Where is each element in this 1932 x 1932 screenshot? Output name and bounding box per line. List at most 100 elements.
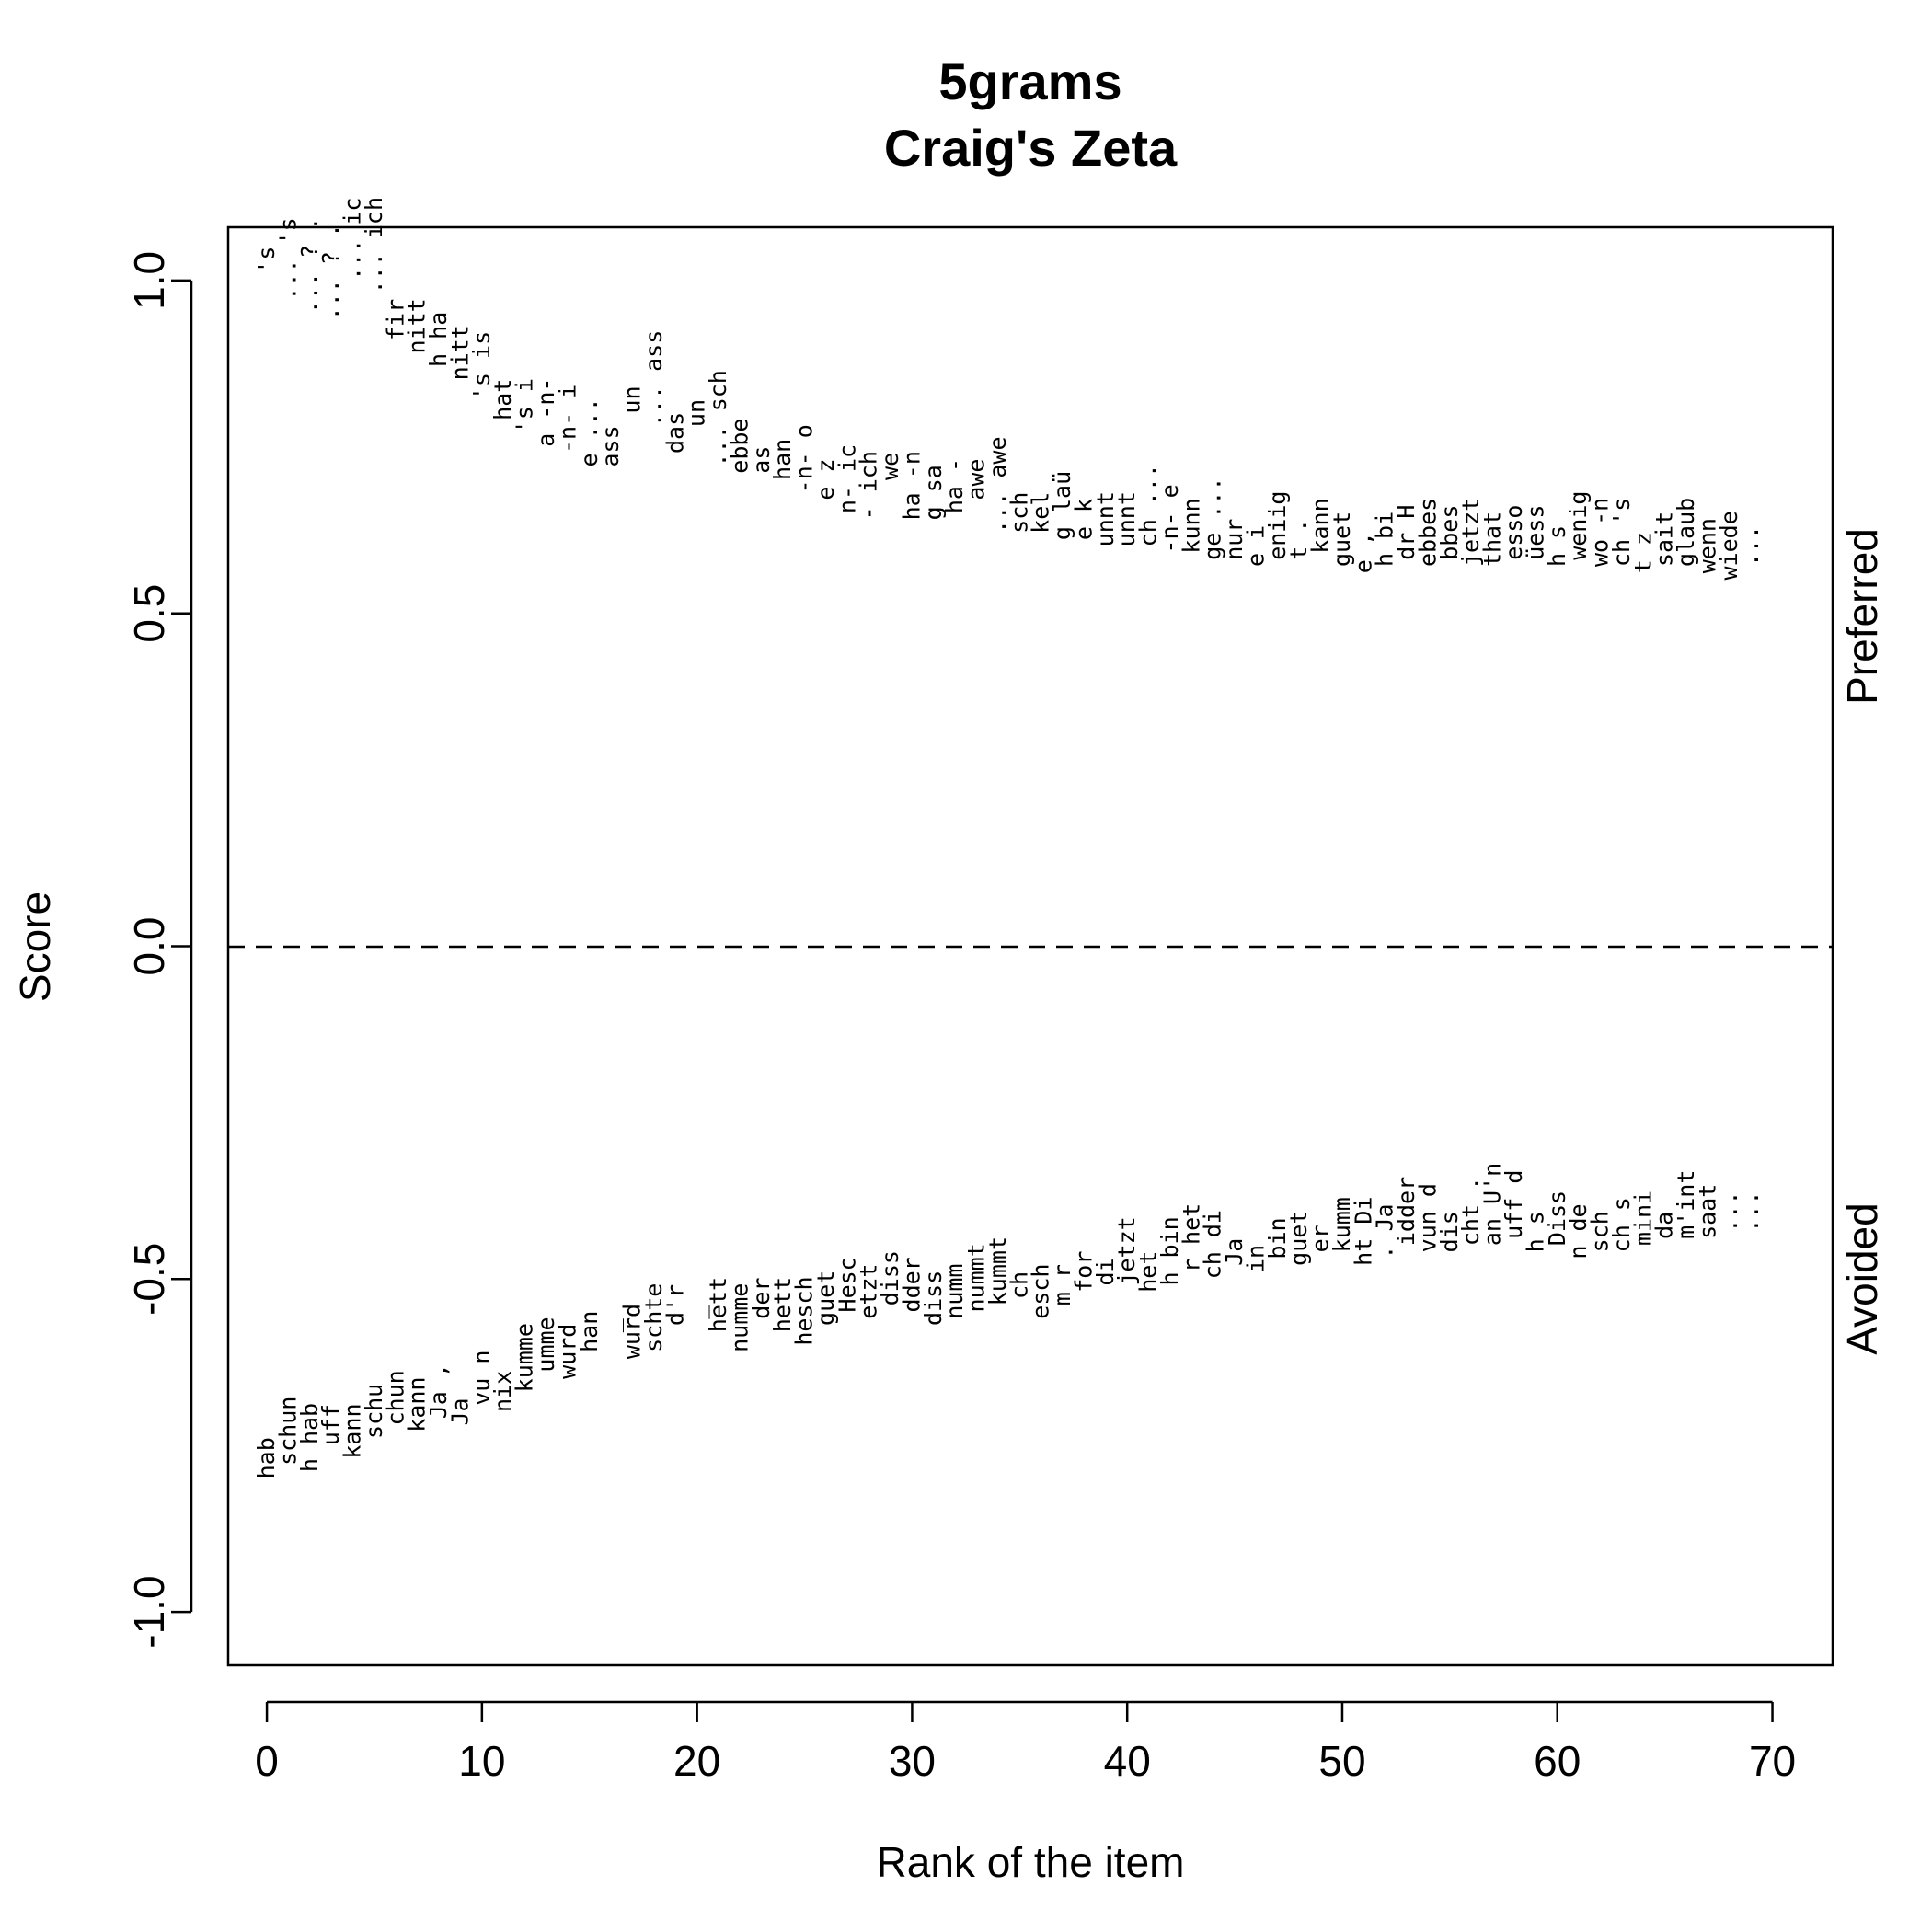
ngram-label: h bi [1372,512,1398,567]
ngram-label: glaub [1673,498,1699,567]
y-axis-label: Score [11,891,59,1002]
ngram-label: kummt [984,1236,1011,1305]
ngram-label: der [748,1278,775,1319]
ngram-label: di [1092,1258,1119,1285]
ngram-label: sch [1587,1211,1614,1252]
ngram-label: h ha [425,312,452,367]
ngram-label: idder [1393,1177,1420,1246]
ngram-label: h hab [296,1403,323,1472]
ngram-label: ... [1716,1190,1742,1232]
ngram-label: we [877,453,903,480]
ngram-label: kel [1028,492,1054,534]
ngram-label: jetzt [1113,1216,1140,1285]
ngram-label: e k [1070,499,1097,540]
chart-title: 5grams [938,52,1121,110]
ngram-label: jetzt [1457,498,1484,567]
ngram-label: ge ... [1200,477,1226,559]
ngram-label: Ja , [425,1363,452,1419]
ngram-label: bbes [1436,505,1463,560]
ngram-label: ebbe [726,419,753,474]
avoided-side-label: Avoided [1838,1202,1886,1354]
ngram-label: wenig [1565,491,1592,560]
ngram-label: saat [1694,1184,1720,1239]
ngram-label: schun [274,1397,301,1466]
ngram-label: 's is [468,331,495,400]
ngram-label: . Ja [1372,1203,1398,1259]
ngram-label: kann [339,1403,366,1458]
x-axis-label: Rank of the item [877,1838,1185,1886]
ngram-label: eniig [1264,491,1291,560]
ngram-label: er [1307,1225,1334,1252]
ngram-label: in [1242,1245,1269,1272]
y-axis: -1.0 -0.5 0.0 0.5 1.0 [125,251,193,1649]
ngram-label: ... [1737,1190,1764,1232]
ngram-label: mini [1629,1190,1656,1246]
ngram-label: ... ? . [296,217,323,314]
ngram-label: un [684,399,710,427]
ngram-label: hesch [791,1276,818,1345]
ngram-label: uff [317,1404,344,1445]
ngram-label: ha -n [898,451,925,520]
ngram-label: kunn [1178,498,1204,553]
ngram-label: t z [1629,532,1656,573]
ngram-label: nummt [963,1243,990,1312]
ngram-label: wiede [1716,511,1742,580]
ngram-label: hett [769,1277,796,1332]
ngram-label: guet [1328,512,1355,567]
ngram-label: kumm [1328,1197,1355,1252]
ngram-label: -n- i [554,385,581,454]
y-tick-label: 1.0 [125,251,173,310]
ngram-label: schu [361,1384,387,1439]
ngram-label: ... awe [984,437,1011,534]
ngram-label: dr H [1393,505,1420,560]
ngram-label: het [1135,1251,1162,1293]
ngram-label: ... [1737,525,1764,567]
ngram-label: awe [963,459,990,500]
x-tick-label: 60 [1534,1737,1581,1785]
ngram-label: numme [726,1283,753,1352]
ngram-label: vu n [468,1351,495,1406]
y-tick-label: -0.5 [125,1243,173,1316]
ngram-label: han [769,439,796,480]
ngram-label: e , [1350,532,1376,573]
ngram-label: ebbes [1414,498,1441,567]
ngram-label: e z [812,459,839,500]
ngram-label: an U'n [1479,1163,1506,1246]
preferred-side-label: Preferred [1838,528,1886,705]
ngram-label: h s [1544,525,1570,567]
ngram-label: e i [1242,525,1269,567]
ngram-label: ... ass [640,330,667,427]
ngram-label: sait [1651,512,1678,567]
x-tick-label: 50 [1318,1737,1365,1785]
ngram-label: ... 's [274,217,301,300]
ngram-label: Ja [1221,1238,1248,1266]
ngram-label: r het [1178,1203,1204,1272]
ngram-label: for [1070,1251,1097,1293]
y-tick-label: 0.5 [125,584,173,643]
ngram-label: ha - [941,458,968,513]
ngram-label: Ja [446,1397,473,1425]
x-tick-label: 10 [458,1737,505,1785]
ngram-label: 's [253,247,280,274]
y-tick-label: 0.0 [125,917,173,976]
ngram-label: g laü [1049,471,1075,540]
ngram-label: guet [812,1271,839,1326]
ngram-label: h s [1522,1211,1548,1252]
ngram-label: diss [920,1271,947,1326]
ngram-label: üess [1522,505,1548,560]
x-tick-label: 20 [673,1737,720,1785]
series-preferred: 's... 's... ? .... ? .... ic... ichfirni… [253,197,1764,581]
ngram-label: da [1651,1212,1678,1239]
ngram-label: _ [684,1305,710,1319]
chart-marks: 's... 's... ? .... ? .... ic... ichfirni… [253,197,1764,1478]
ngram-label: chun [382,1370,408,1425]
ngram-label: sch [1006,492,1032,534]
ngram-label: umme [533,1317,559,1372]
ngram-label: e ... [576,397,603,466]
ngram-label: Diss [1544,1190,1570,1246]
ngram-label: fir [382,299,408,340]
ngram-label: h bin [1156,1216,1183,1285]
ngram-label: unnt [1113,491,1140,546]
